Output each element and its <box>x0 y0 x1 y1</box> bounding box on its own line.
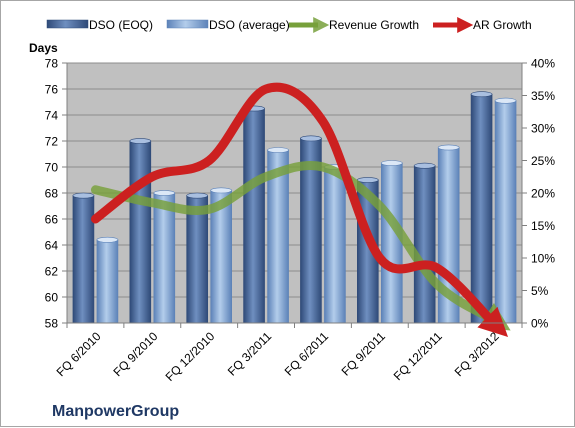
bar-top-dso-eoq <box>72 192 95 199</box>
y-right-tick-label: 20% <box>531 187 555 201</box>
y-left-tick-label: 58 <box>45 317 59 331</box>
bar-dso-eoq <box>470 93 493 324</box>
bar-dso-average <box>381 162 403 324</box>
y-right-tick-label: 25% <box>531 154 555 168</box>
bar-dso-eoq <box>72 195 95 324</box>
bar-top-dso-eoq <box>357 177 379 183</box>
y-right-tick-label: 0% <box>531 317 549 331</box>
y-left-tick-label: 60 <box>45 291 59 305</box>
x-tick-label: FQ 3/2011 <box>225 329 275 379</box>
bars <box>72 91 517 324</box>
y-left-tick-label: 76 <box>45 83 59 97</box>
bar-dso-average <box>324 166 346 324</box>
y-right-tick-label: 40% <box>531 57 555 71</box>
x-tick-label: FQ 3/2012 <box>452 329 502 379</box>
y-left-tick-label: 68 <box>45 187 59 201</box>
y-left-tick-label: 64 <box>45 239 59 253</box>
y-left-tick-label: 78 <box>45 57 59 71</box>
legend-label-ar-growth: AR Growth <box>473 18 532 32</box>
bar-dso-eoq <box>243 108 265 324</box>
y-right-tick-label: 15% <box>531 219 555 233</box>
bar-top-dso-average <box>494 97 517 104</box>
x-tick-label: FQ 6/2011 <box>282 329 332 379</box>
bar-dso-eoq <box>129 140 152 324</box>
legend-label-revenue-growth: Revenue Growth <box>329 18 419 32</box>
y-axis-right: 0% 5% 10% 15% 20% 25% 30% 35% 40% <box>521 57 555 331</box>
line-ar-growth <box>90 82 509 338</box>
legend-item-dso-eoq: DSO (EOQ) <box>46 18 153 32</box>
bar-top-dso-average <box>381 160 403 166</box>
legend-item-dso-average: DSO (average) <box>166 18 290 32</box>
x-tick-label: FQ 9/2011 <box>339 329 389 379</box>
legend: DSO (EOQ) DSO (average) Revenue Growth A… <box>46 16 532 34</box>
bar-dso-eoq <box>413 165 436 324</box>
company-name: ManpowerGroup <box>52 403 179 420</box>
legend-item-revenue-growth: Revenue Growth <box>289 16 419 34</box>
y-left-tick-label: 72 <box>45 135 59 149</box>
bar-top-dso-average <box>96 236 119 243</box>
bar-top-dso-eoq <box>300 135 322 142</box>
bar-top-dso-average <box>153 190 176 196</box>
legend-swatch-dso-eoq <box>46 19 89 29</box>
bar-dso-average <box>153 192 176 324</box>
bar-top-dso-eoq <box>129 138 152 144</box>
x-tick-label: FQ 6/2010 <box>54 329 104 379</box>
y-left-tick-label: 74 <box>45 109 59 123</box>
legend-label-dso-eoq: DSO (EOQ) <box>89 18 153 32</box>
bar-top-dso-average <box>267 147 289 153</box>
y-left-tick-label: 62 <box>45 265 59 279</box>
y-axis-title: Days <box>29 41 58 55</box>
bar-dso-average <box>494 100 517 324</box>
line-revenue-growth <box>90 160 511 331</box>
x-tick-label: FQ 12/2010 <box>163 329 218 384</box>
y-right-tick-label: 10% <box>531 252 555 266</box>
bar-top-dso-average <box>437 144 460 151</box>
x-tick-label: FQ 12/2011 <box>391 329 445 383</box>
y-right-tick-label: 30% <box>531 122 555 136</box>
bar-top-dso-eoq <box>413 162 436 169</box>
legend-item-ar-growth: AR Growth <box>433 16 532 34</box>
growth-lines <box>90 82 511 338</box>
x-axis: FQ 6/2010 FQ 9/2010 FQ 12/2010 FQ 3/2011 FQ … <box>54 322 523 384</box>
bar-dso-average <box>96 239 119 324</box>
bar-top-dso-average <box>210 187 232 194</box>
y-axis-left: 58 60 62 64 66 68 70 72 74 76 78 <box>45 57 68 331</box>
y-left-tick-label: 66 <box>45 213 59 227</box>
bar-top-dso-eoq <box>186 192 208 199</box>
x-tick-label: FQ 9/2010 <box>110 329 160 379</box>
legend-swatch-dso-average <box>166 19 209 29</box>
y-right-tick-label: 35% <box>531 89 555 103</box>
y-right-tick-label: 5% <box>531 284 549 298</box>
y-left-tick-label: 70 <box>45 161 59 175</box>
bar-top-dso-eoq <box>470 91 493 98</box>
legend-label-dso-average: DSO (average) <box>209 18 290 32</box>
